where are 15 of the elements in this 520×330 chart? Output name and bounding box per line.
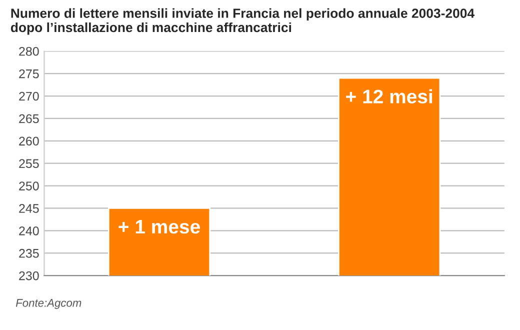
y-tick-label: 245 [19,204,39,213]
y-tick-label: 230 [19,271,39,280]
y-tick-label: 235 [19,248,39,258]
y-tick-label: 260 [19,136,39,146]
chart-title: Numero di lettere mensili inviate in Francia nel periodo annuale 2003-2004 dopo l’installazione di macchine affrancatrici [10,8,474,35]
y-tick-label: 240 [19,226,39,236]
y-tick-label: 275 [19,69,39,78]
y-tick-label: 250 [19,182,39,190]
source-note: Fonte:Agcom [16,299,82,310]
y-tick-label: 255 [19,159,39,168]
y-tick-label: 265 [19,114,39,124]
y-tick-label: 280 [19,46,39,56]
y-tick-label: 270 [19,92,39,101]
x-tick-label: + 12 mesi [346,89,432,104]
x-tick-label: + 1 mese [118,220,200,234]
